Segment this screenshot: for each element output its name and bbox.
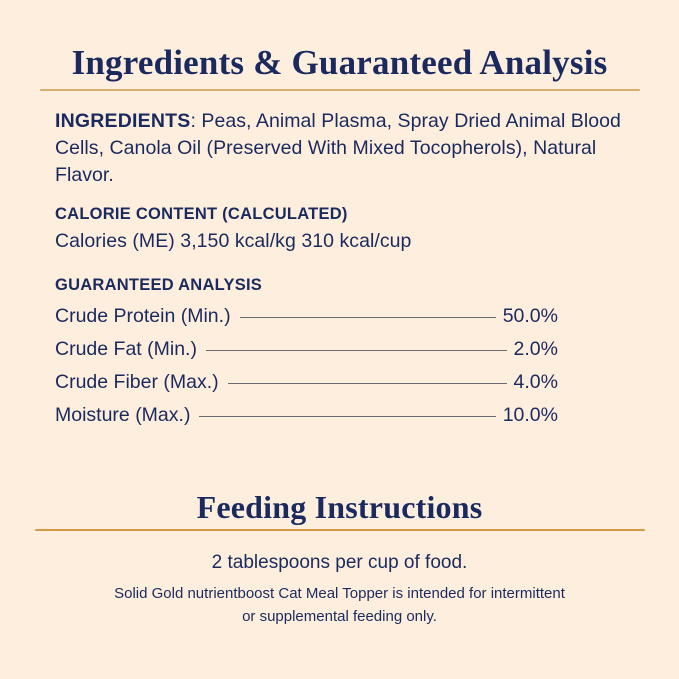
- table-row: Moisture (Max.) 10.0%: [55, 402, 558, 435]
- ingredients-body: INGREDIENTS: Peas, Animal Plasma, Spray …: [55, 108, 627, 189]
- leader-line: [199, 416, 496, 417]
- table-row: Crude Fat (Min.) 2.0%: [55, 336, 558, 369]
- analysis-value: 2.0%: [513, 338, 558, 360]
- table-row: Crude Fiber (Max.) 4.0%: [55, 369, 558, 402]
- leader-line: [227, 383, 507, 384]
- leader-line: [239, 317, 496, 318]
- ingredients-list-text: Peas, Animal Plasma, Spray Dried Animal …: [55, 110, 621, 186]
- ingredients-label: INGREDIENTS: [55, 110, 191, 132]
- analysis-label: Moisture (Max.): [55, 404, 191, 426]
- ingredients-section-title: Ingredients & Guaranteed Analysis: [71, 43, 608, 82]
- calorie-content-heading: CALORIE CONTENT (CALCULATED): [55, 205, 348, 223]
- feeding-note-line-1: Solid Gold nutrientboost Cat Meal Topper…: [114, 585, 565, 602]
- calorie-content-value: Calories (ME) 3,150 kcal/kg 310 kcal/cup: [55, 230, 412, 252]
- feeding-main-line: 2 tablespoons per cup of food.: [211, 552, 468, 573]
- analysis-value: 4.0%: [513, 371, 558, 393]
- analysis-label: Crude Fiber (Max.): [55, 371, 219, 393]
- leader-line: [205, 350, 507, 351]
- feeding-divider-rule: [35, 529, 645, 531]
- calorie-content-block: CALORIE CONTENT (CALCULATED) Calories (M…: [55, 203, 627, 255]
- ingredients-separator: :: [190, 110, 202, 132]
- guaranteed-analysis-rows: Crude Protein (Min.) 50.0% Crude Fat (Mi…: [55, 303, 558, 435]
- guaranteed-analysis-block: GUARANTEED ANALYSIS Crude Protein (Min.)…: [55, 274, 627, 435]
- analysis-value: 50.0%: [502, 305, 558, 327]
- feeding-section-title: Feeding Instructions: [196, 489, 483, 525]
- feeding-instructions-body: 2 tablespoons per cup of food. Solid Gol…: [60, 550, 619, 628]
- title-divider-rule: [40, 89, 640, 91]
- analysis-label: Crude Fat (Min.): [55, 338, 197, 360]
- guaranteed-analysis-heading: GUARANTEED ANALYSIS: [55, 276, 263, 294]
- feeding-note: Solid Gold nutrientboost Cat Meal Topper…: [60, 582, 619, 628]
- feeding-note-line-2: or supplemental feeding only.: [242, 608, 437, 625]
- ingredients-paragraph: INGREDIENTS: Peas, Animal Plasma, Spray …: [55, 108, 627, 189]
- analysis-label: Crude Protein (Min.): [55, 305, 231, 327]
- analysis-value: 10.0%: [502, 404, 558, 426]
- table-row: Crude Protein (Min.) 50.0%: [55, 303, 558, 336]
